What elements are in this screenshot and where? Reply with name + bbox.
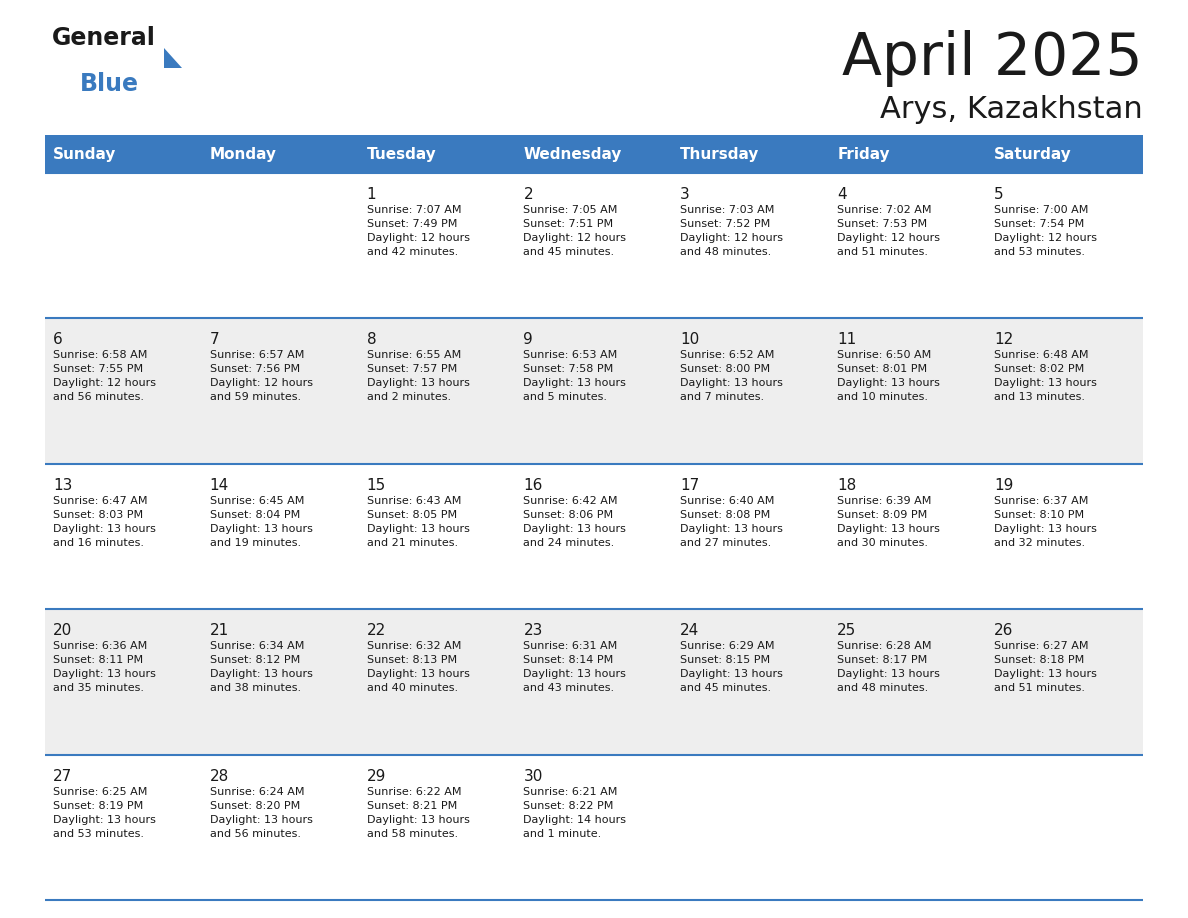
Text: 20: 20 <box>52 623 72 638</box>
Text: Sunday: Sunday <box>52 147 116 162</box>
Text: Sunrise: 6:24 AM
Sunset: 8:20 PM
Daylight: 13 hours
and 56 minutes.: Sunrise: 6:24 AM Sunset: 8:20 PM Dayligh… <box>210 787 312 839</box>
Text: Sunrise: 6:47 AM
Sunset: 8:03 PM
Daylight: 13 hours
and 16 minutes.: Sunrise: 6:47 AM Sunset: 8:03 PM Dayligh… <box>52 496 156 548</box>
Text: 27: 27 <box>52 768 72 784</box>
Text: 11: 11 <box>838 332 857 347</box>
Text: 28: 28 <box>210 768 229 784</box>
Text: Sunrise: 6:25 AM
Sunset: 8:19 PM
Daylight: 13 hours
and 53 minutes.: Sunrise: 6:25 AM Sunset: 8:19 PM Dayligh… <box>52 787 156 839</box>
Text: 7: 7 <box>210 332 220 347</box>
Text: Friday: Friday <box>838 147 890 162</box>
Text: 23: 23 <box>524 623 543 638</box>
Text: Sunrise: 7:05 AM
Sunset: 7:51 PM
Daylight: 12 hours
and 45 minutes.: Sunrise: 7:05 AM Sunset: 7:51 PM Dayligh… <box>524 205 626 257</box>
Text: 14: 14 <box>210 477 229 493</box>
Text: 6: 6 <box>52 332 63 347</box>
Text: 22: 22 <box>367 623 386 638</box>
Text: 8: 8 <box>367 332 377 347</box>
Text: Saturday: Saturday <box>994 147 1072 162</box>
Bar <box>45 135 1143 173</box>
Text: Sunrise: 6:34 AM
Sunset: 8:12 PM
Daylight: 13 hours
and 38 minutes.: Sunrise: 6:34 AM Sunset: 8:12 PM Dayligh… <box>210 641 312 693</box>
Bar <box>45 610 1143 755</box>
Text: Sunrise: 6:57 AM
Sunset: 7:56 PM
Daylight: 12 hours
and 59 minutes.: Sunrise: 6:57 AM Sunset: 7:56 PM Dayligh… <box>210 351 312 402</box>
Text: 25: 25 <box>838 623 857 638</box>
Text: Sunrise: 6:37 AM
Sunset: 8:10 PM
Daylight: 13 hours
and 32 minutes.: Sunrise: 6:37 AM Sunset: 8:10 PM Dayligh… <box>994 496 1097 548</box>
Text: Tuesday: Tuesday <box>367 147 436 162</box>
Text: Sunrise: 6:45 AM
Sunset: 8:04 PM
Daylight: 13 hours
and 19 minutes.: Sunrise: 6:45 AM Sunset: 8:04 PM Dayligh… <box>210 496 312 548</box>
Text: 24: 24 <box>681 623 700 638</box>
Text: Sunrise: 7:02 AM
Sunset: 7:53 PM
Daylight: 12 hours
and 51 minutes.: Sunrise: 7:02 AM Sunset: 7:53 PM Dayligh… <box>838 205 940 257</box>
Text: Sunrise: 6:58 AM
Sunset: 7:55 PM
Daylight: 12 hours
and 56 minutes.: Sunrise: 6:58 AM Sunset: 7:55 PM Dayligh… <box>52 351 156 402</box>
Text: 9: 9 <box>524 332 533 347</box>
Polygon shape <box>164 48 182 68</box>
Text: Sunrise: 6:48 AM
Sunset: 8:02 PM
Daylight: 13 hours
and 13 minutes.: Sunrise: 6:48 AM Sunset: 8:02 PM Dayligh… <box>994 351 1097 402</box>
Bar <box>45 755 1143 900</box>
Text: Blue: Blue <box>80 72 139 96</box>
Text: Thursday: Thursday <box>681 147 759 162</box>
Text: General: General <box>52 26 156 50</box>
Text: Sunrise: 6:43 AM
Sunset: 8:05 PM
Daylight: 13 hours
and 21 minutes.: Sunrise: 6:43 AM Sunset: 8:05 PM Dayligh… <box>367 496 469 548</box>
Text: Monday: Monday <box>210 147 277 162</box>
Text: Sunrise: 7:00 AM
Sunset: 7:54 PM
Daylight: 12 hours
and 53 minutes.: Sunrise: 7:00 AM Sunset: 7:54 PM Dayligh… <box>994 205 1097 257</box>
Text: 30: 30 <box>524 768 543 784</box>
Text: 15: 15 <box>367 477 386 493</box>
Text: Arys, Kazakhstan: Arys, Kazakhstan <box>880 95 1143 124</box>
Text: 21: 21 <box>210 623 229 638</box>
Text: 10: 10 <box>681 332 700 347</box>
Text: 3: 3 <box>681 187 690 202</box>
Text: Sunrise: 6:42 AM
Sunset: 8:06 PM
Daylight: 13 hours
and 24 minutes.: Sunrise: 6:42 AM Sunset: 8:06 PM Dayligh… <box>524 496 626 548</box>
Text: 19: 19 <box>994 477 1013 493</box>
Text: Sunrise: 6:40 AM
Sunset: 8:08 PM
Daylight: 13 hours
and 27 minutes.: Sunrise: 6:40 AM Sunset: 8:08 PM Dayligh… <box>681 496 783 548</box>
Text: April 2025: April 2025 <box>842 30 1143 87</box>
Text: Sunrise: 6:29 AM
Sunset: 8:15 PM
Daylight: 13 hours
and 45 minutes.: Sunrise: 6:29 AM Sunset: 8:15 PM Dayligh… <box>681 641 783 693</box>
Text: Sunrise: 6:32 AM
Sunset: 8:13 PM
Daylight: 13 hours
and 40 minutes.: Sunrise: 6:32 AM Sunset: 8:13 PM Dayligh… <box>367 641 469 693</box>
Text: Sunrise: 6:28 AM
Sunset: 8:17 PM
Daylight: 13 hours
and 48 minutes.: Sunrise: 6:28 AM Sunset: 8:17 PM Dayligh… <box>838 641 940 693</box>
Text: Wednesday: Wednesday <box>524 147 621 162</box>
Text: Sunrise: 6:36 AM
Sunset: 8:11 PM
Daylight: 13 hours
and 35 minutes.: Sunrise: 6:36 AM Sunset: 8:11 PM Dayligh… <box>52 641 156 693</box>
Text: 4: 4 <box>838 187 847 202</box>
Text: Sunrise: 6:55 AM
Sunset: 7:57 PM
Daylight: 13 hours
and 2 minutes.: Sunrise: 6:55 AM Sunset: 7:57 PM Dayligh… <box>367 351 469 402</box>
Text: 26: 26 <box>994 623 1013 638</box>
Text: Sunrise: 7:03 AM
Sunset: 7:52 PM
Daylight: 12 hours
and 48 minutes.: Sunrise: 7:03 AM Sunset: 7:52 PM Dayligh… <box>681 205 783 257</box>
Bar <box>45 173 1143 319</box>
Text: 16: 16 <box>524 477 543 493</box>
Text: Sunrise: 6:50 AM
Sunset: 8:01 PM
Daylight: 13 hours
and 10 minutes.: Sunrise: 6:50 AM Sunset: 8:01 PM Dayligh… <box>838 351 940 402</box>
Bar <box>45 464 1143 610</box>
Text: Sunrise: 6:39 AM
Sunset: 8:09 PM
Daylight: 13 hours
and 30 minutes.: Sunrise: 6:39 AM Sunset: 8:09 PM Dayligh… <box>838 496 940 548</box>
Text: Sunrise: 6:22 AM
Sunset: 8:21 PM
Daylight: 13 hours
and 58 minutes.: Sunrise: 6:22 AM Sunset: 8:21 PM Dayligh… <box>367 787 469 839</box>
Bar <box>45 319 1143 464</box>
Text: Sunrise: 6:27 AM
Sunset: 8:18 PM
Daylight: 13 hours
and 51 minutes.: Sunrise: 6:27 AM Sunset: 8:18 PM Dayligh… <box>994 641 1097 693</box>
Text: Sunrise: 7:07 AM
Sunset: 7:49 PM
Daylight: 12 hours
and 42 minutes.: Sunrise: 7:07 AM Sunset: 7:49 PM Dayligh… <box>367 205 469 257</box>
Text: 12: 12 <box>994 332 1013 347</box>
Text: Sunrise: 6:31 AM
Sunset: 8:14 PM
Daylight: 13 hours
and 43 minutes.: Sunrise: 6:31 AM Sunset: 8:14 PM Dayligh… <box>524 641 626 693</box>
Text: Sunrise: 6:21 AM
Sunset: 8:22 PM
Daylight: 14 hours
and 1 minute.: Sunrise: 6:21 AM Sunset: 8:22 PM Dayligh… <box>524 787 626 839</box>
Text: Sunrise: 6:52 AM
Sunset: 8:00 PM
Daylight: 13 hours
and 7 minutes.: Sunrise: 6:52 AM Sunset: 8:00 PM Dayligh… <box>681 351 783 402</box>
Text: 29: 29 <box>367 768 386 784</box>
Text: 2: 2 <box>524 187 533 202</box>
Text: 17: 17 <box>681 477 700 493</box>
Text: 1: 1 <box>367 187 377 202</box>
Text: Sunrise: 6:53 AM
Sunset: 7:58 PM
Daylight: 13 hours
and 5 minutes.: Sunrise: 6:53 AM Sunset: 7:58 PM Dayligh… <box>524 351 626 402</box>
Text: 13: 13 <box>52 477 72 493</box>
Text: 18: 18 <box>838 477 857 493</box>
Text: 5: 5 <box>994 187 1004 202</box>
